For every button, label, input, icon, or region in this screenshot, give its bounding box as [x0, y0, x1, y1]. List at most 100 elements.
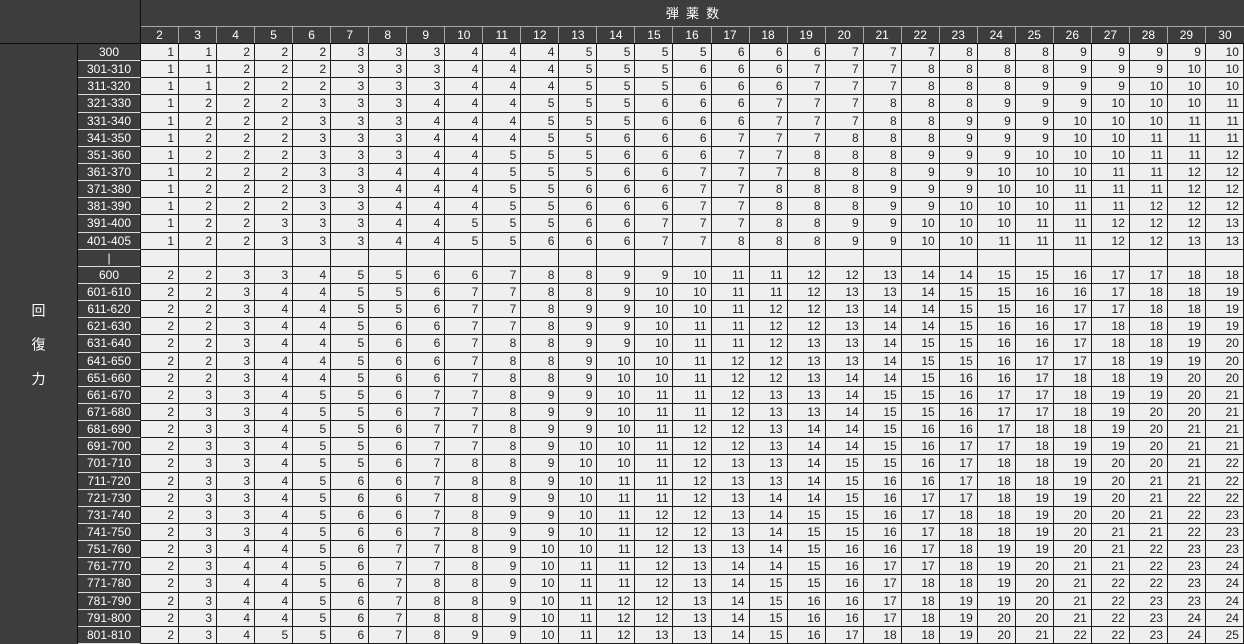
data-cell: 5: [293, 592, 332, 610]
data-cell: 2: [179, 112, 218, 130]
data-cell: 3: [179, 609, 218, 627]
data-cell: 2: [293, 61, 332, 79]
separator-cell: [483, 249, 522, 267]
data-cell: 12: [749, 318, 788, 336]
data-cell: 3: [179, 626, 218, 644]
row-label: 300: [78, 44, 141, 62]
data-cell: 17: [863, 592, 902, 610]
data-cell: 10: [597, 421, 636, 439]
separator-cell: [217, 249, 256, 267]
data-cell: 19: [1167, 318, 1206, 336]
data-cell: 10: [977, 215, 1016, 233]
data-cell: 2: [179, 146, 218, 164]
data-cell: 9: [483, 541, 522, 559]
data-cell: 12: [711, 403, 750, 422]
data-cell: 5: [293, 609, 332, 627]
data-cell: 19: [1015, 541, 1054, 559]
data-cell: 2: [217, 95, 256, 113]
data-cell: 17: [939, 489, 978, 507]
data-cell: 8: [863, 112, 902, 130]
data-cell: 7: [711, 146, 750, 164]
data-cell: 19: [1015, 523, 1054, 542]
data-cell: 6: [673, 95, 712, 113]
data-cell: 17: [939, 438, 978, 456]
data-cell: 13: [787, 369, 826, 387]
data-cell: 10: [559, 489, 598, 507]
data-cell: 4: [255, 335, 294, 353]
data-cell: 17: [1091, 301, 1130, 319]
data-cell: 18: [1053, 421, 1092, 439]
data-cell: 6: [369, 369, 408, 387]
data-cell: 22: [1091, 609, 1130, 627]
data-cell: 8: [787, 198, 826, 216]
data-cell: 12: [635, 558, 674, 576]
row-label: 600: [78, 266, 141, 284]
data-cell: 8: [483, 455, 522, 473]
separator-cell: [749, 249, 788, 267]
table-corner: [0, 0, 141, 44]
data-cell: 3: [331, 146, 370, 164]
data-cell: 17: [901, 541, 940, 559]
data-cell: 2: [255, 146, 294, 164]
data-cell: 1: [179, 44, 218, 62]
data-cell: 8: [825, 163, 864, 182]
data-cell: 13: [711, 455, 750, 473]
data-cell: 11: [711, 335, 750, 353]
data-cell: 18: [1015, 438, 1054, 456]
column-header: 14: [597, 27, 636, 43]
data-cell: 4: [483, 112, 522, 130]
data-cell: 11: [559, 609, 598, 627]
data-cell: 9: [483, 558, 522, 576]
data-cell: 7: [369, 558, 408, 576]
data-cell: 7: [711, 215, 750, 233]
data-cell: 10: [1129, 95, 1168, 113]
data-cell: 13: [711, 472, 750, 490]
data-cell: 2: [141, 609, 180, 627]
data-cell: 15: [749, 592, 788, 610]
row-label: 781-790: [78, 592, 141, 610]
data-cell: 17: [901, 489, 940, 507]
data-cell: 8: [483, 403, 522, 422]
data-cell: 18: [1167, 301, 1206, 319]
data-cell: 15: [977, 266, 1016, 284]
data-cell: 10: [1205, 61, 1244, 79]
column-header: 4: [217, 27, 256, 43]
data-cell: 13: [825, 301, 864, 319]
data-cell: 6: [597, 215, 636, 233]
data-cell: 4: [255, 472, 294, 490]
data-cell: 8: [445, 609, 484, 627]
data-cell: 8: [787, 181, 826, 199]
data-cell: 9: [521, 489, 560, 507]
data-cell: 21: [1167, 421, 1206, 439]
data-cell: 7: [445, 386, 484, 404]
data-cell: 4: [255, 403, 294, 422]
data-cell: 18: [1167, 283, 1206, 302]
data-cell: 20: [977, 609, 1016, 627]
data-cell: 21: [1129, 523, 1168, 542]
data-cell: 2: [141, 352, 180, 370]
data-cell: 10: [939, 232, 978, 250]
data-cell: 9: [521, 472, 560, 490]
data-cell: 3: [293, 129, 332, 147]
data-cell: 9: [1015, 95, 1054, 113]
row-label: 721-730: [78, 489, 141, 507]
data-cell: 8: [407, 609, 446, 627]
data-cell: 11: [635, 455, 674, 473]
data-cell: 5: [331, 455, 370, 473]
data-cell: 15: [749, 626, 788, 644]
data-cell: 11: [1129, 146, 1168, 164]
data-cell: 7: [407, 438, 446, 456]
data-cell: 13: [673, 626, 712, 644]
data-cell: 18: [1091, 318, 1130, 336]
data-cell: 4: [369, 215, 408, 233]
data-cell: 3: [179, 386, 218, 404]
data-cell: 18: [1015, 455, 1054, 473]
data-cell: 12: [749, 352, 788, 370]
data-cell: 7: [787, 129, 826, 147]
data-cell: 2: [179, 129, 218, 147]
data-cell: 5: [559, 129, 598, 147]
data-cell: 4: [445, 78, 484, 96]
data-cell: 7: [749, 146, 788, 164]
data-cell: 8: [939, 44, 978, 62]
data-cell: 18: [1053, 386, 1092, 404]
